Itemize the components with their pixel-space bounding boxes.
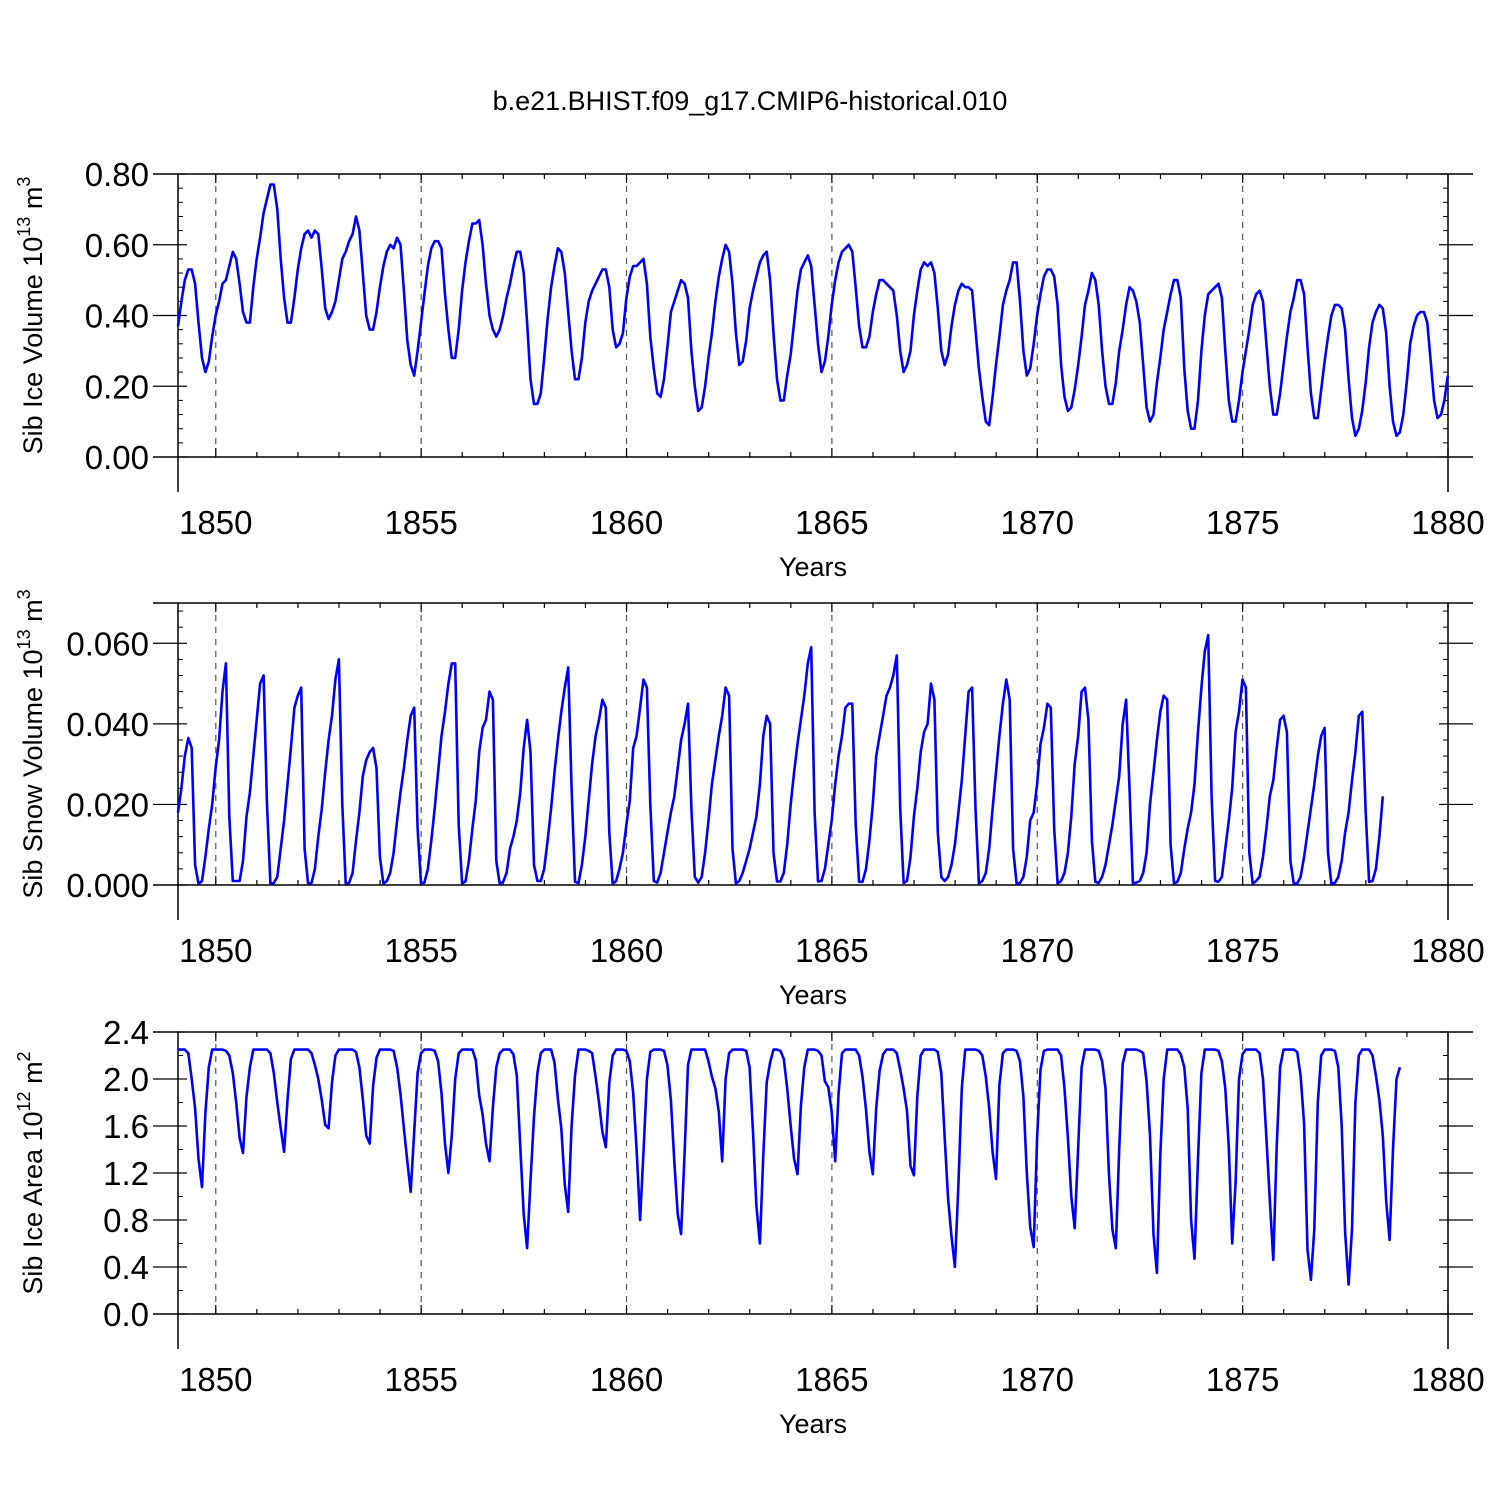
chart-2-xtick-label-0: 1850: [179, 1361, 252, 1398]
chart-1-ylabel-sup-1: 13: [14, 629, 34, 649]
figure-title: b.e21.BHIST.f09_g17.CMIP6-historical.010: [493, 86, 1008, 116]
chart-2-ytick-label-0: 0.0: [103, 1296, 149, 1333]
chart-2-ytick-label-2: 0.8: [103, 1202, 149, 1239]
chart-1-xtick-label-0: 1850: [179, 932, 252, 969]
chart-0-ylabel-part-2: m: [18, 187, 48, 217]
chart-0-ylabel-sup-1: 13: [14, 217, 34, 237]
chart-1-ylabel-sup-3: 3: [14, 589, 34, 599]
panel-sib-ice-volume: 0.00 0.20 0.40 0.60 0.80 1850 1855 1860 1865 1870…: [14, 156, 1485, 582]
chart-2-xtick-label-2: 1860: [590, 1361, 663, 1398]
chart-0-ylabel-part-0: Sib Ice Volume 10: [18, 237, 48, 455]
chart-2-xlabel: Years: [779, 1409, 847, 1439]
chart-1-ylabel: Sib Snow Volume 1013 m3: [14, 589, 48, 898]
chart-2-xtick-label-1: 1855: [384, 1361, 457, 1398]
chart-0-series-line-0: [176, 183, 1450, 438]
chart-1-ytick-label-3: 0.060: [66, 625, 149, 662]
chart-0-xtick-label-6: 1880: [1411, 504, 1484, 541]
panel-sib-snow-volume: 0.000 0.020 0.040 0.060 1850 1855 1860 1865 1870…: [14, 589, 1485, 1010]
chart-1-xtick-label-6: 1880: [1411, 932, 1484, 969]
chart-2-xtick-label-3: 1865: [795, 1361, 868, 1398]
chart-0-ytick-label-2: 0.40: [85, 298, 149, 335]
chart-1-ylabel-part-2: m: [18, 599, 48, 629]
chart-0-xtick-label-4: 1870: [1001, 504, 1074, 541]
chart-1-ytick-label-1: 0.020: [66, 786, 149, 823]
chart-2-ytick-label-4: 1.6: [103, 1108, 149, 1145]
chart-2-xtick-label-5: 1875: [1206, 1361, 1279, 1398]
chart-1-ytick-label-2: 0.040: [66, 706, 149, 743]
chart-1-ytick-label-0: 0.000: [66, 867, 149, 904]
chart-0-ytick-label-0: 0.00: [85, 439, 149, 476]
chart-1-xtick-label-5: 1875: [1206, 932, 1279, 969]
chart-2-series-line-0: [178, 1048, 1402, 1286]
chart-0-ylabel-sup-3: 3: [14, 177, 34, 187]
chart-2-ytick-label-6: 2.4: [103, 1014, 149, 1051]
chart-2-ytick-label-5: 2.0: [103, 1061, 149, 1098]
chart-0-ytick-label-4: 0.80: [85, 156, 149, 193]
chart-1-xtick-label-4: 1870: [1001, 932, 1074, 969]
chart-0-xtick-label-1: 1855: [384, 504, 457, 541]
chart-2-ytick-label-1: 0.4: [103, 1249, 149, 1286]
chart-1-xtick-label-2: 1860: [590, 932, 663, 969]
chart-2-ylabel-part-0: Sib Ice Area 10: [18, 1111, 48, 1294]
chart-0-xtick-label-5: 1875: [1206, 504, 1279, 541]
chart-1-ylabel-part-0: Sib Snow Volume 10: [18, 649, 48, 898]
chart-0-xtick-label-3: 1865: [795, 504, 868, 541]
chart-2-ylabel-sup-3: 2: [14, 1051, 34, 1061]
chart-0-xlabel: Years: [779, 552, 847, 582]
chart-0-ylabel: Sib Ice Volume 1013 m3: [14, 177, 48, 455]
chart-2-xtick-label-6: 1880: [1411, 1361, 1484, 1398]
chart-1-xtick-label-1: 1855: [384, 932, 457, 969]
chart-0-ytick-label-3: 0.60: [85, 227, 149, 264]
chart-0-xtick-label-2: 1860: [590, 504, 663, 541]
chart-1-xtick-label-3: 1865: [795, 932, 868, 969]
chart-2-ylabel-sup-1: 12: [14, 1091, 34, 1111]
chart-2-ytick-label-3: 1.2: [103, 1155, 149, 1192]
chart-2-ylabel-part-2: m: [18, 1061, 48, 1091]
chart-0-xtick-label-0: 1850: [179, 504, 252, 541]
chart-0-ytick-label-1: 0.20: [85, 368, 149, 405]
chart-1-series-line-0: [176, 633, 1385, 886]
panel-sib-ice-area: 0.0 0.4 0.8 1.2 1.6 2.0 2.4 1850 1855 1860 1865 187…: [14, 1014, 1485, 1439]
chart-1-xlabel: Years: [779, 980, 847, 1010]
chart-2-ylabel: Sib Ice Area 1012 m2: [14, 1051, 48, 1294]
chart-2-xtick-label-4: 1870: [1001, 1361, 1074, 1398]
